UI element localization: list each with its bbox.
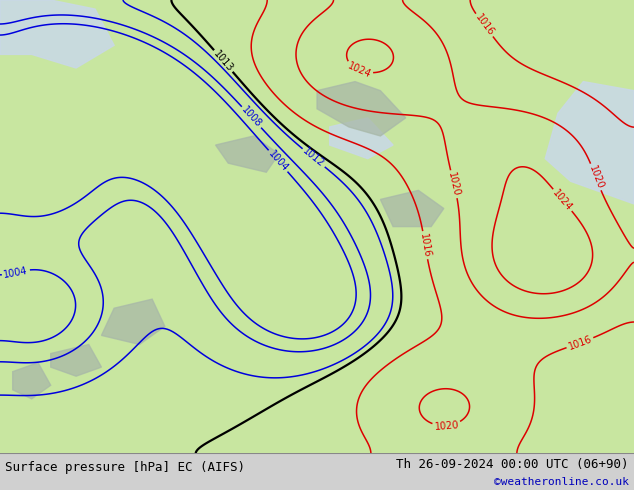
Text: 1024: 1024 <box>346 61 372 80</box>
Polygon shape <box>51 344 101 376</box>
Text: Surface pressure [hPa] EC (AIFS): Surface pressure [hPa] EC (AIFS) <box>5 462 245 474</box>
Text: 1008: 1008 <box>240 105 263 129</box>
Text: 1020: 1020 <box>434 419 459 432</box>
Text: 1020: 1020 <box>446 171 462 197</box>
Polygon shape <box>0 0 114 68</box>
Polygon shape <box>317 82 406 136</box>
Polygon shape <box>216 136 279 172</box>
Text: 1024: 1024 <box>551 188 574 213</box>
Text: ©weatheronline.co.uk: ©weatheronline.co.uk <box>494 477 629 487</box>
Text: 1013: 1013 <box>212 49 235 74</box>
Polygon shape <box>13 363 51 399</box>
Polygon shape <box>0 453 634 490</box>
Text: 1016: 1016 <box>418 232 432 258</box>
Polygon shape <box>545 82 634 204</box>
Text: Th 26-09-2024 00:00 UTC (06+90): Th 26-09-2024 00:00 UTC (06+90) <box>396 458 629 471</box>
Polygon shape <box>0 0 634 453</box>
Polygon shape <box>101 299 165 344</box>
Text: 1016: 1016 <box>473 12 496 38</box>
Text: 1004: 1004 <box>266 148 290 173</box>
Text: 1020: 1020 <box>586 164 605 190</box>
Text: 1004: 1004 <box>3 265 29 280</box>
Polygon shape <box>380 191 444 226</box>
Text: 1016: 1016 <box>567 334 593 352</box>
Text: 1012: 1012 <box>301 146 327 170</box>
Polygon shape <box>330 118 393 159</box>
